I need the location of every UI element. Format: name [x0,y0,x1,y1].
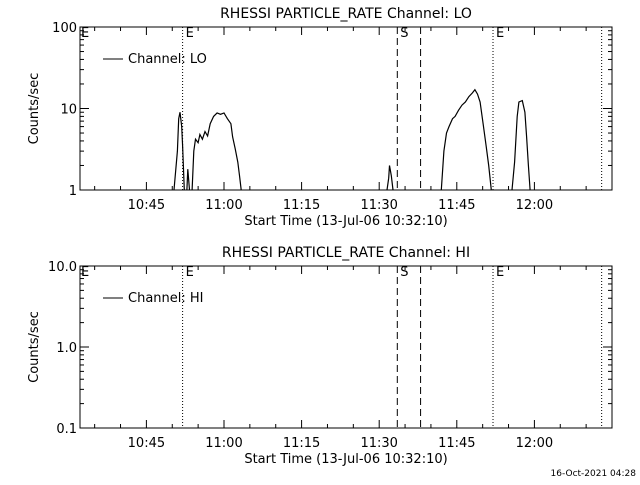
series-line [386,165,394,191]
edge-marker-label: E [81,265,89,280]
x-tick-label: 11:45 [438,198,475,213]
x-tick-label: 10:45 [128,198,165,213]
y-axis-label: Counts/sec [27,311,42,383]
lo-channel-plot: RHESSI PARTICLE_RATE Channel: LO Counts/s… [27,6,613,229]
y-tick-label: 100 [52,21,77,36]
timestamp: 16-Oct-2021 04:28 [551,469,637,479]
marker-label: E [186,26,194,41]
marker-label: E [496,26,504,41]
x-tick-label: 11:00 [205,436,242,451]
series-line [440,88,492,191]
x-axis-label: Start Time (13-Jul-06 10:32:10) [244,214,447,229]
series-line [186,169,191,191]
legend-label: Channel: LO [128,52,207,67]
y-tick-label: 0.1 [56,422,77,437]
x-tick-label: 11:00 [205,198,242,213]
series-line [511,99,531,191]
y-tick-label: 10.0 [48,260,77,275]
edge-marker-label: E [81,26,89,41]
x-tick-label: 11:45 [438,436,475,451]
x-tick-label: 10:45 [128,436,165,451]
x-tick-label: 12:00 [516,198,553,213]
x-axis-label: Start Time (13-Jul-06 10:32:10) [244,452,447,467]
x-tick-label: 12:00 [516,436,553,451]
series-line [191,112,242,191]
chart-title: RHESSI PARTICLE_RATE Channel: LO [220,6,472,22]
marker-label: E [186,265,194,280]
y-tick-label: 1 [69,184,77,199]
x-tick-label: 11:30 [360,198,397,213]
y-tick-label: 1.0 [56,341,77,356]
legend-label: Channel: HI [128,291,204,306]
series-line [173,112,185,191]
x-tick-label: 11:15 [283,436,320,451]
x-tick-label: 11:30 [360,436,397,451]
chart-title: RHESSI PARTICLE_RATE Channel: HI [222,245,470,261]
x-tick-label: 11:15 [283,198,320,213]
marker-label: S [400,265,408,280]
hi-channel-plot: RHESSI PARTICLE_RATE Channel: HI Counts/s… [27,245,613,467]
marker-label: S [400,26,408,41]
marker-label: E [496,265,504,280]
y-axis-label: Counts/sec [27,73,42,145]
y-tick-label: 10 [60,103,77,118]
